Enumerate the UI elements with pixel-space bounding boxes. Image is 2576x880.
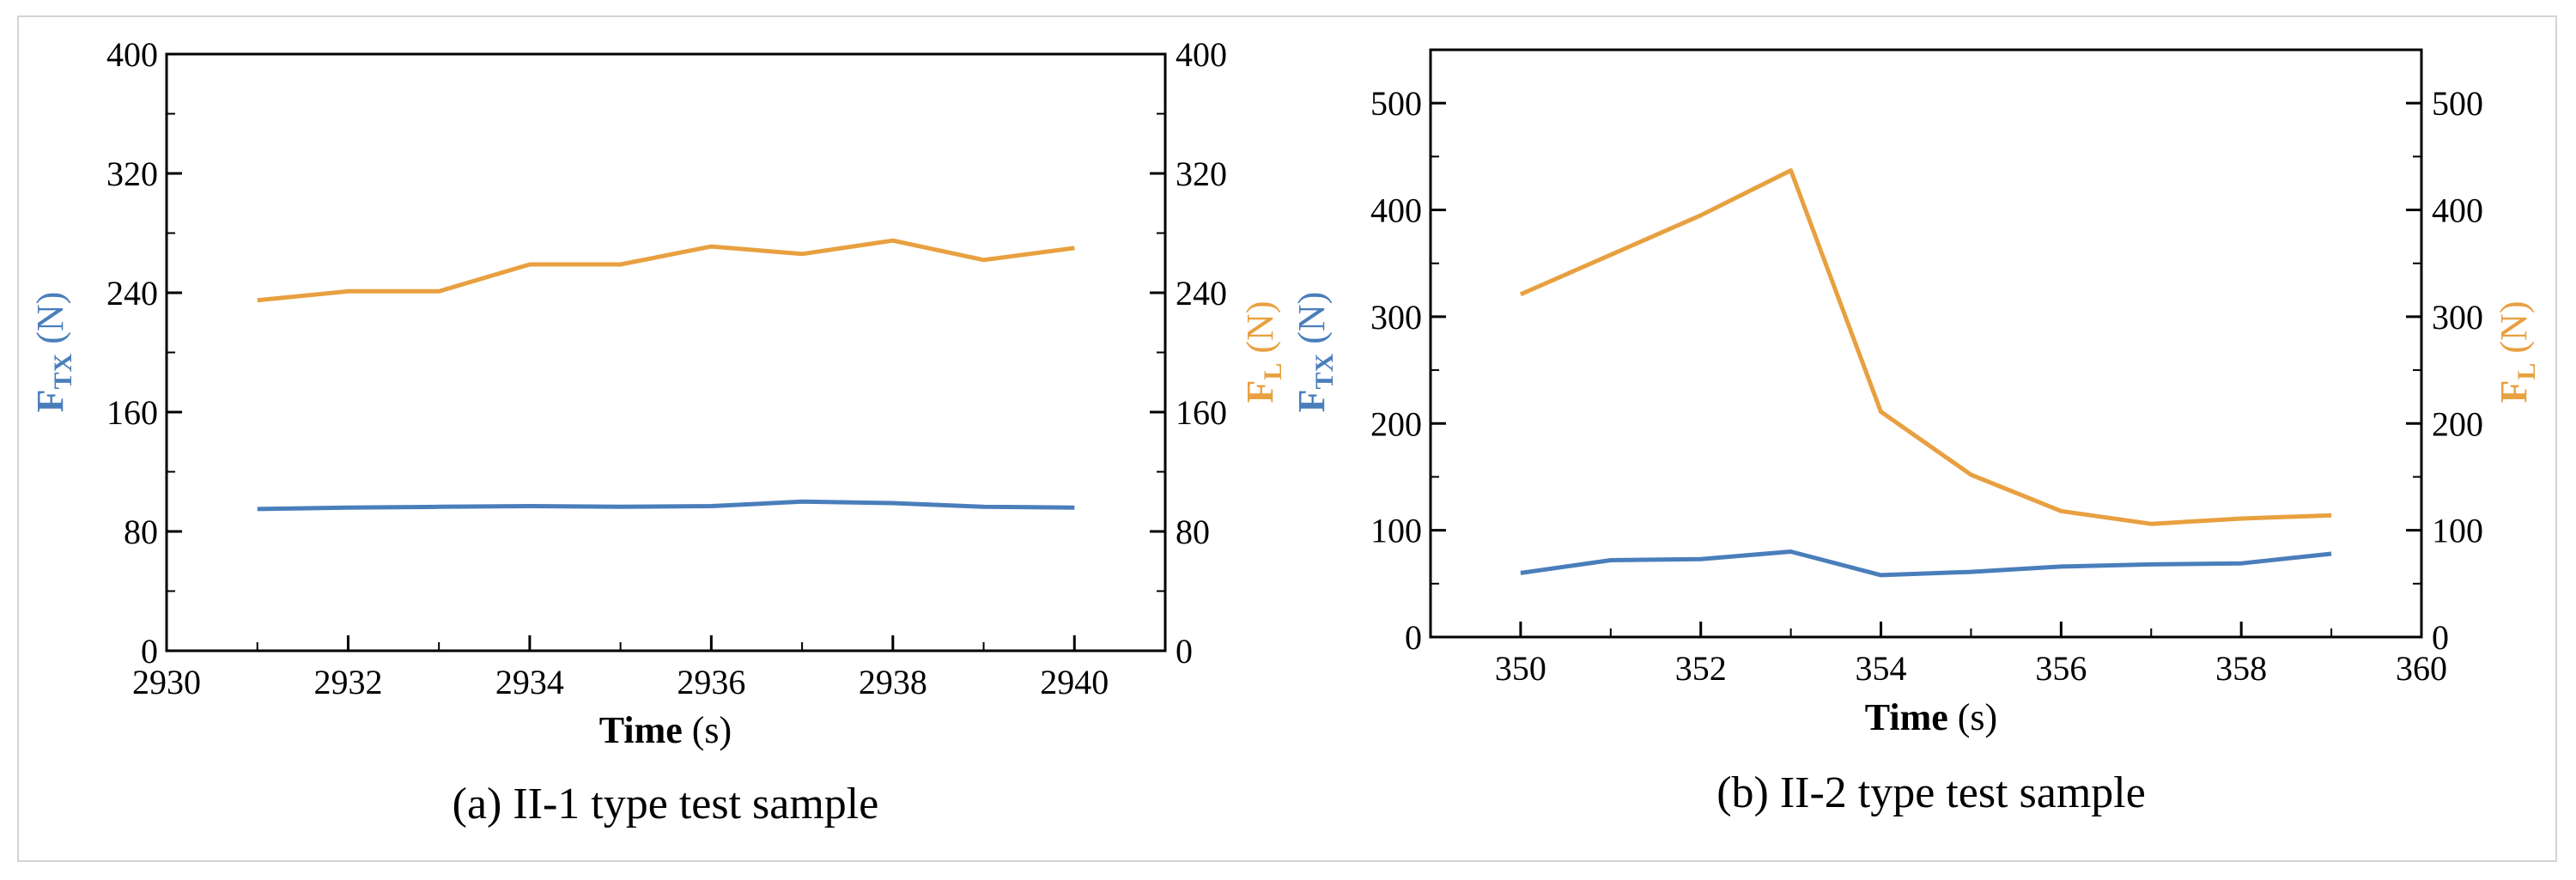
right-y-tick-label: 400 [2432,191,2483,230]
panel-caption: (a) II-1 type test sample [453,780,879,828]
left-y-tick-label: 0 [1405,618,1422,657]
left-y-axis-label: FTX (N) [1291,292,1339,413]
right-y-tick-label: 0 [1176,632,1193,671]
x-axis-label-unit: (s) [683,709,732,751]
left-y-tick-label: 400 [1370,191,1422,230]
left-y-tick-label: 400 [106,35,158,74]
left-y-tick-label: 80 [124,513,158,551]
chart-panel-a: 0 0 80 80 160 160 240 240 320 320 400 400 2930 2932 29… [29,35,1287,828]
left-y-tick-label: 200 [1370,404,1422,443]
x-tick-label: 356 [2035,649,2087,688]
plot-area-box [165,52,1167,652]
right-y-tick-label: 240 [1176,274,1227,313]
right-y-tick-label: 200 [2432,404,2483,443]
series-line-fl [257,238,1075,303]
right-y-tick-label: 500 [2432,84,2483,123]
left-y-tick-label: 320 [106,155,158,193]
x-tick-label: 2930 [132,663,201,701]
right-y-tick-label: 400 [1176,35,1227,74]
left-y-tick-label: 0 [141,632,158,671]
right-y-axis-label-unit: (N) [2493,301,2535,363]
x-tick-label: 358 [2215,649,2267,688]
left-y-tick-label: 240 [106,274,158,313]
left-y-axis-label-main: F [1291,389,1333,412]
series-line-fl [1519,168,2332,526]
left-y-axis-label-main: F [29,389,71,412]
left-y-axis-label-unit: (N) [1291,292,1333,354]
right-y-axis-label: FL (N) [2493,301,2541,404]
x-tick-label: 350 [1495,649,1546,688]
right-y-axis-label: FL (N) [1239,301,1287,404]
right-y-tick-label: 320 [1176,155,1227,193]
right-y-tick-label: 0 [2432,618,2449,657]
x-tick-label: 2932 [313,663,382,701]
series-line-ftx [1520,549,2332,578]
left-y-axis-label-unit: (N) [29,292,71,354]
right-y-axis-label-main: F [1239,380,1281,404]
right-y-tick-label: 160 [1176,393,1227,432]
right-y-tick-label: 80 [1176,513,1210,551]
right-y-axis-label-subscript: L [1259,363,1287,380]
x-tick-label: 2936 [677,663,745,701]
chart-panel-b: 0 0 100 100 200 200 300 300 400 400 500 500 350 352 35… [1291,48,2541,817]
left-y-tick-label: 300 [1370,298,1422,337]
series-line-ftx [257,499,1075,512]
right-y-axis-label-unit: (N) [1239,301,1281,363]
x-tick-label: 2940 [1040,663,1109,701]
right-y-axis-label-main: F [2493,380,2535,404]
left-y-tick-label: 500 [1370,84,1422,123]
left-y-axis-label: FTX (N) [29,292,77,413]
x-axis-label: Time (s) [1865,696,1997,738]
x-tick-label: 360 [2396,649,2447,688]
right-y-tick-label: 300 [2432,298,2483,337]
left-y-tick-label: 160 [106,393,158,432]
x-tick-label: 354 [1856,649,1907,688]
x-tick-label: 2934 [495,663,564,701]
x-tick-label: 2938 [859,663,927,701]
x-axis-label-name: Time [599,709,683,751]
x-tick-label: 352 [1675,649,1727,688]
x-axis-label-name: Time [1865,696,1948,738]
left-y-axis-label-subscript: TX [49,353,77,389]
x-axis-label-unit: (s) [1948,696,1997,738]
right-y-tick-label: 100 [2432,512,2483,550]
panel-caption: (b) II-2 type test sample [1716,768,2146,817]
left-y-axis-label-subscript: TX [1310,353,1339,389]
right-y-axis-label-subscript: L [2512,363,2541,380]
x-axis-label: Time (s) [599,709,732,751]
left-y-tick-label: 100 [1370,512,1422,550]
figure-frame [17,15,2557,862]
plot-area-box [1429,48,2423,639]
